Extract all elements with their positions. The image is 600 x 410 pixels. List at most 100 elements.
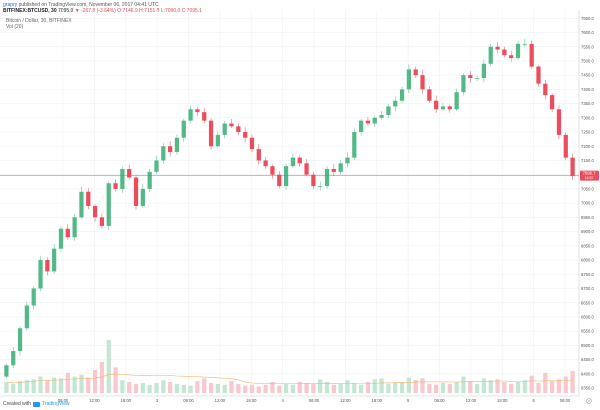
candle-body bbox=[52, 248, 57, 272]
candle bbox=[86, 188, 91, 210]
candle bbox=[4, 363, 9, 379]
volume-legend: Vol (20) bbox=[6, 24, 24, 30]
candle-body bbox=[365, 120, 371, 124]
candle-body bbox=[338, 163, 343, 172]
price-tick-label: 6650.0 bbox=[581, 300, 594, 305]
candle-body bbox=[168, 146, 173, 152]
volume-bar bbox=[147, 384, 152, 393]
volume-bar bbox=[345, 380, 350, 393]
candle bbox=[283, 164, 289, 190]
price-change: ▼ -267.8 (-3.64%) bbox=[74, 8, 116, 14]
volume-bar bbox=[324, 382, 330, 393]
volume-bar bbox=[133, 383, 139, 393]
candle bbox=[338, 160, 343, 175]
candle bbox=[256, 143, 261, 165]
volume-bar bbox=[222, 384, 227, 393]
volume-bar bbox=[249, 384, 255, 393]
candle-body bbox=[208, 120, 214, 147]
time-tick-label: 4 bbox=[281, 398, 284, 403]
volume-bar bbox=[52, 377, 57, 393]
volume-bar bbox=[290, 384, 296, 393]
candle bbox=[222, 120, 227, 139]
candle bbox=[92, 204, 98, 222]
candle bbox=[31, 286, 36, 310]
candle bbox=[38, 255, 43, 292]
candle bbox=[386, 104, 391, 119]
candle bbox=[147, 169, 152, 193]
candle bbox=[24, 301, 29, 332]
candle-body bbox=[509, 55, 514, 59]
candle-body bbox=[454, 92, 459, 110]
volume-bar bbox=[161, 380, 166, 393]
candle-body bbox=[38, 260, 43, 289]
candle bbox=[17, 326, 23, 356]
volume-bar bbox=[515, 382, 521, 393]
candle-body bbox=[270, 166, 275, 175]
volume-bar bbox=[92, 370, 98, 393]
time-tick-label: 18:00 bbox=[121, 398, 132, 403]
price-tick-label: 6550.0 bbox=[581, 329, 594, 334]
volume-bars bbox=[4, 340, 575, 393]
volume-bar bbox=[113, 367, 118, 393]
svg-text:14:57: 14:57 bbox=[585, 176, 594, 180]
price-tick-label: 7050.0 bbox=[581, 187, 594, 192]
volume-bar bbox=[154, 382, 159, 393]
price-tick-label: 7150.0 bbox=[581, 158, 594, 163]
candle-body bbox=[58, 228, 64, 249]
candle bbox=[161, 143, 166, 164]
author-link[interactable]: grapry bbox=[3, 2, 18, 8]
candle-body bbox=[543, 83, 548, 96]
volume-bar bbox=[434, 384, 439, 393]
candle bbox=[359, 118, 364, 136]
candle-body bbox=[133, 177, 139, 206]
time-tick-label: 3 bbox=[156, 398, 159, 403]
candle-body bbox=[427, 89, 432, 101]
candle-body bbox=[447, 106, 452, 110]
candle-body bbox=[434, 100, 439, 110]
chart-legend-title: Bitcoin / Dollar, 30, BITFINEX bbox=[6, 18, 72, 24]
candle-body bbox=[474, 77, 480, 79]
volume-bar bbox=[215, 383, 220, 393]
price-tick-label: 7550.0 bbox=[581, 44, 594, 49]
candle bbox=[434, 95, 439, 113]
candle-body bbox=[31, 288, 36, 306]
volume-bar bbox=[563, 376, 568, 393]
candle-body bbox=[113, 183, 118, 189]
candle-body bbox=[379, 114, 384, 118]
candle-body bbox=[188, 109, 193, 121]
candle-body bbox=[283, 166, 289, 187]
candle-body bbox=[372, 117, 377, 124]
candle-body bbox=[229, 123, 234, 127]
candle bbox=[393, 96, 398, 111]
volume-bar bbox=[474, 383, 480, 393]
time-tick-label: 18:00 bbox=[246, 398, 257, 403]
volume-bar bbox=[297, 382, 302, 393]
candle-body bbox=[468, 75, 473, 78]
volume-bar bbox=[311, 383, 316, 393]
candle-body bbox=[79, 191, 84, 218]
price-tick-label: 7400.0 bbox=[581, 87, 594, 92]
price-tick-label: 6400.0 bbox=[581, 371, 594, 376]
price-tick-label: 7250.0 bbox=[581, 130, 594, 135]
candle-body bbox=[99, 217, 105, 226]
candle bbox=[188, 105, 193, 124]
price-tick-label: 6750.0 bbox=[581, 272, 594, 277]
volume-bar bbox=[38, 376, 43, 393]
candle bbox=[249, 134, 255, 152]
volume-bar bbox=[481, 378, 487, 393]
brand-link[interactable]: TradingView bbox=[42, 401, 70, 407]
candle bbox=[133, 174, 139, 210]
candle bbox=[515, 40, 521, 61]
candle-body bbox=[318, 186, 323, 187]
volume-bar bbox=[45, 380, 50, 393]
volume-bar bbox=[11, 383, 16, 393]
volume-bar bbox=[236, 383, 241, 393]
candle bbox=[474, 75, 480, 81]
volume-bar bbox=[86, 377, 91, 393]
axis-settings-icon[interactable] bbox=[586, 398, 592, 404]
candle-body bbox=[413, 69, 418, 76]
candle-body bbox=[461, 75, 466, 93]
volume-bar bbox=[365, 382, 371, 393]
candle-body bbox=[502, 49, 507, 56]
